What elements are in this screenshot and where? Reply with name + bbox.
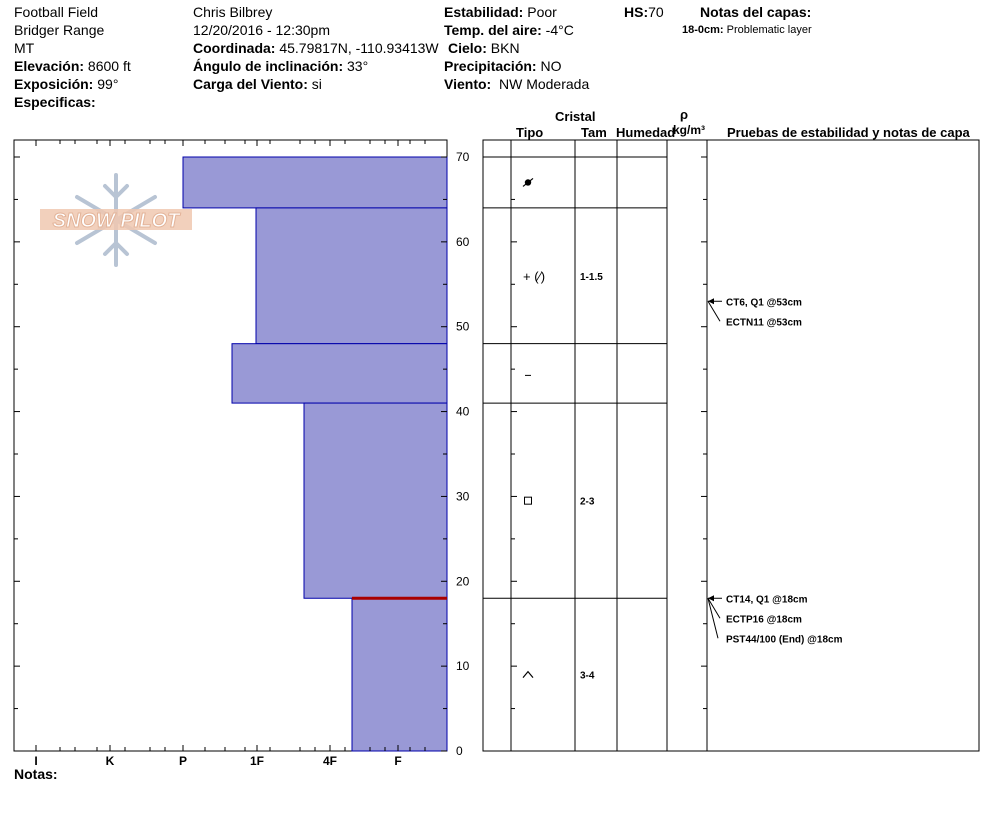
sky-label: Cielo: [448, 40, 487, 56]
air-temp-label: Temp. del aire: [444, 22, 542, 38]
decomposing-fragments-icon: + (⁄) [523, 269, 545, 284]
hs-label: HS: [624, 4, 649, 20]
aspect-label: Exposición: [14, 76, 94, 92]
y-tick-label: 70 [456, 150, 470, 164]
coord-value: 45.79817N, -110.93413W [279, 40, 439, 56]
aspect: Exposición: 99° [14, 76, 118, 92]
stability: Estabilidad: Poor [444, 4, 557, 20]
observer: Chris Bilbrey [193, 4, 273, 20]
hardness-bar [351, 597, 448, 752]
grain-size: 3-4 [580, 671, 595, 682]
arrow-icon [708, 298, 714, 305]
precipitation: Precipitación: NO [444, 58, 561, 74]
col-moisture: Humedad [616, 125, 676, 140]
precipitation-particles-icon [522, 177, 534, 187]
precip-value: NO [540, 58, 562, 74]
y-tick-label: 10 [456, 659, 470, 673]
snowpilot-logo: SNOW PILOT [40, 173, 192, 267]
col-density-unit: kg/m³ [673, 123, 706, 137]
y-tick-label: 60 [456, 235, 470, 249]
air-temp-value: -4°C [545, 22, 574, 38]
y-tick-label: 50 [456, 320, 470, 334]
sky-value: BKN [490, 40, 520, 56]
grain-symbol: + (⁄) [523, 269, 545, 284]
wind-label: Viento: [444, 76, 492, 92]
datetime: 12/20/2016 - 12:30pm [193, 22, 330, 38]
grain-stroke [522, 177, 534, 187]
x-tick-label: 4F [323, 754, 337, 768]
x-tick-label: I [34, 754, 37, 768]
y-tick-label: 20 [456, 574, 470, 588]
layer-note: 18-0cm: Problematic layer [682, 24, 812, 36]
grain-size: 1-1.5 [580, 272, 603, 283]
col-tests: Pruebas de estabilidad y notas de capa [727, 125, 970, 140]
hardness-bar [255, 207, 448, 345]
stability-test-pointer [707, 300, 721, 322]
depth-hoar-icon [522, 670, 534, 679]
layer-notes-label: Notas del capas: [700, 4, 812, 20]
stability-value: Poor [527, 4, 557, 20]
air-temp: Temp. del aire: -4°C [444, 22, 574, 38]
y-tick-label: 0 [456, 744, 463, 758]
hardness-bar [303, 402, 448, 599]
wind-load-value: si [311, 76, 322, 92]
logo-band [40, 209, 192, 230]
slope: Ángulo de inclinación: 33° [193, 58, 368, 74]
wind-load-label: Carga del Viento: [193, 76, 308, 92]
logo-text: SNOW PILOT [53, 210, 181, 232]
col-type: Tipo [516, 125, 544, 140]
grain-size: 2-3 [580, 497, 595, 508]
layer-note-depth: 18-0cm: [682, 24, 724, 36]
coord-label: Coordinada: [193, 40, 276, 56]
elevation-value: 8600 ft [87, 58, 131, 74]
arrow-icon [708, 595, 714, 602]
x-tick-label: 1F [250, 754, 264, 768]
precip-label: Precipitación: [444, 58, 537, 74]
stability-test-label: ECTN11 @53cm [726, 317, 802, 328]
aspect-value: 99° [97, 76, 119, 92]
slope-value: 33° [347, 58, 369, 74]
elevation: Elevación: 8600 ft [14, 58, 131, 74]
col-size: Tam [581, 125, 607, 140]
stability-test-label: CT14, Q1 @18cm [726, 594, 808, 605]
state: MT [14, 40, 35, 56]
slope-label: Ángulo de inclinación: [193, 58, 344, 74]
specifics-label: Especificas: [14, 94, 96, 110]
layer-table-frame [482, 139, 980, 752]
stability-label: Estabilidad: [444, 4, 524, 20]
range: Bridger Range [14, 22, 105, 38]
hs: HS:70 [624, 4, 664, 20]
y-tick-label: 30 [456, 489, 470, 503]
x-tick-label: P [179, 754, 187, 768]
col-density-symbol: ρ [680, 107, 689, 122]
y-tick-label: 40 [456, 405, 470, 419]
col-crystal: Cristal [555, 109, 596, 124]
wind-load: Carga del Viento: si [193, 76, 322, 92]
stability-test-pointer [707, 597, 721, 619]
grain-caret [522, 670, 534, 679]
hardness-bar [231, 343, 448, 404]
location: Football Field [14, 4, 99, 20]
hs-value: 70 [648, 4, 664, 20]
wind: Viento: NW Moderada [444, 76, 589, 92]
x-tick-label: F [394, 754, 401, 768]
coordinates: Coordinada: 45.79817N, -110.93413W [193, 40, 439, 56]
stability-test-label: ECTP16 @18cm [726, 614, 802, 625]
notes-label: Notas: [14, 766, 58, 782]
sky: Cielo: BKN [448, 40, 520, 56]
hardness-bar [182, 156, 448, 209]
stability-test-label: CT6, Q1 @53cm [726, 297, 802, 308]
grain-square [524, 496, 532, 505]
faceted-icon [524, 496, 532, 505]
x-tick-label: K [106, 754, 115, 768]
wind-value: NW Moderada [498, 76, 590, 92]
stability-test-label: PST44/100 (End) @18cm [726, 634, 843, 645]
elevation-label: Elevación: [14, 58, 85, 74]
stability-test-pointer [707, 598, 719, 639]
layer-note-text: Problematic layer [726, 24, 812, 36]
